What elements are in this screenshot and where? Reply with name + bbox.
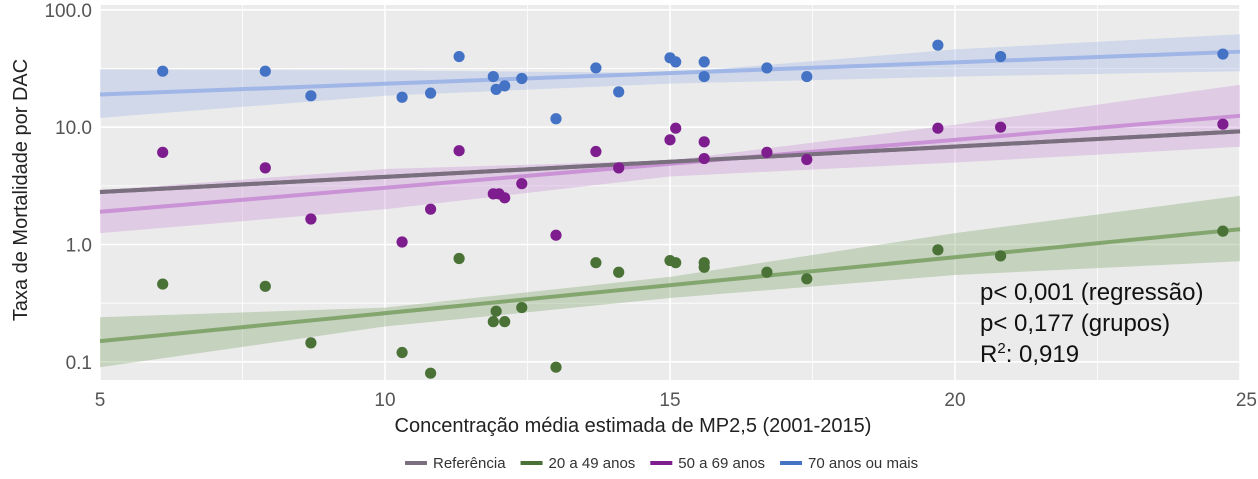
data-point	[157, 65, 169, 77]
data-point	[670, 122, 682, 134]
data-point	[499, 80, 511, 92]
data-point	[1217, 118, 1229, 130]
data-point	[698, 70, 710, 83]
data-point	[1217, 48, 1229, 60]
x-tick-label: 5	[95, 390, 106, 411]
data-point	[698, 261, 710, 273]
data-point	[259, 162, 271, 174]
stats-annotation: p< 0,001 (regressão) p< 0,177 (grupos) R…	[980, 279, 1203, 368]
data-point	[425, 367, 437, 379]
y-tick-label: 100.0	[44, 1, 92, 22]
data-point	[550, 229, 562, 241]
grid-lines	[99, 5, 1241, 380]
data-point	[698, 136, 710, 148]
data-point	[396, 236, 408, 248]
data-point	[499, 316, 511, 328]
data-point	[516, 301, 528, 314]
data-point	[157, 278, 169, 290]
data-point	[305, 90, 317, 102]
annotation-regression: p< 0,001 (regressão)	[980, 279, 1203, 306]
data-point	[664, 134, 676, 146]
data-point	[453, 252, 465, 265]
data-point	[590, 257, 602, 269]
data-point	[516, 72, 528, 85]
x-tick-label: 25	[1236, 390, 1257, 411]
y-tick-label: 0.1	[66, 353, 92, 374]
annotation-groups: p< 0,177 (grupos)	[980, 310, 1170, 337]
confidence-band	[100, 34, 1240, 118]
data-point	[801, 153, 813, 166]
x-axis-ticks: 5 10 15 20 25	[95, 390, 1257, 411]
y-axis-title: Taxa de Mortalidade por DAC	[10, 59, 32, 321]
data-point	[761, 146, 773, 158]
annotation-r2-value: : 0,919	[1006, 341, 1079, 368]
data-point	[487, 70, 499, 83]
data-point	[698, 56, 710, 68]
data-point	[670, 56, 682, 68]
confidence-band	[100, 84, 1240, 234]
data-point	[550, 361, 562, 373]
data-point	[157, 146, 169, 158]
data-point	[425, 87, 437, 99]
data-point	[590, 145, 602, 158]
data-point	[613, 266, 625, 278]
legend-label: 50 a 69 anos	[678, 455, 765, 472]
data-point	[761, 266, 773, 278]
fit-line	[99, 227, 1241, 344]
data-point	[801, 273, 813, 285]
data-point	[613, 162, 625, 174]
data-point	[761, 62, 773, 74]
data-point	[490, 83, 502, 95]
data-point	[499, 192, 511, 204]
legend-label: 20 a 49 anos	[549, 455, 636, 472]
data-point	[487, 316, 499, 328]
data-point	[698, 152, 710, 165]
data-point	[801, 70, 813, 83]
data-point	[453, 145, 465, 157]
data-point	[995, 121, 1007, 133]
fit-lines	[99, 49, 1241, 344]
data-point	[613, 86, 625, 98]
annotation-r2: R2: 0,919	[980, 340, 1079, 368]
x-tick-label: 20	[944, 390, 965, 411]
data-point	[550, 113, 562, 125]
legend-label: 70 anos ou mais	[808, 455, 918, 472]
data-point	[425, 203, 437, 215]
fit-line	[99, 49, 1241, 97]
data-point	[259, 280, 271, 292]
annotation-r2-superscript: 2	[997, 340, 1005, 357]
data-point	[453, 50, 465, 63]
x-tick-label: 10	[374, 390, 395, 411]
x-tick-label: 15	[659, 390, 680, 411]
data-point	[516, 178, 528, 190]
data-point	[396, 91, 408, 103]
data-point	[670, 257, 682, 269]
data-point	[305, 337, 317, 349]
data-point	[1217, 225, 1229, 237]
data-point	[259, 65, 271, 77]
data-point	[305, 213, 317, 225]
data-points	[157, 39, 1229, 379]
data-point	[490, 305, 502, 317]
data-point	[995, 250, 1007, 262]
confidence-bands	[100, 34, 1240, 368]
y-axis-ticks: 0.1 1.0 10.0 100.0	[44, 1, 92, 374]
data-point	[396, 346, 408, 359]
fit-line	[99, 113, 1241, 214]
y-tick-label: 1.0	[66, 236, 92, 257]
y-tick-label: 10.0	[55, 118, 92, 139]
annotation-r2-label: R	[980, 341, 997, 368]
x-axis-title: Concentração média estimada de MP2,5 (20…	[395, 415, 872, 437]
data-point	[590, 62, 602, 74]
data-point	[995, 50, 1007, 63]
legend: Referência 20 a 49 anos 50 a 69 anos 70 ano…	[405, 455, 918, 472]
confidence-band	[100, 195, 1240, 368]
data-point	[932, 244, 944, 256]
data-point	[932, 39, 944, 51]
legend-label: Referência	[433, 455, 506, 472]
reference-line	[99, 129, 1241, 195]
data-point	[932, 122, 944, 134]
